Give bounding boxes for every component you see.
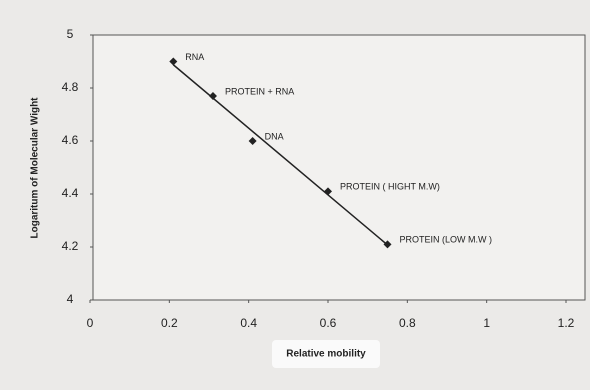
point-label: PROTEIN ( HIGHT M.W): [340, 182, 440, 192]
x-tick-label: 0.8: [399, 316, 416, 330]
point: [383, 240, 392, 249]
y-tick-label: 4.4: [62, 186, 79, 200]
y-tick-label: 4.6: [62, 133, 79, 147]
point-label: DNA: [265, 131, 284, 141]
y-tick-label: 5: [67, 27, 74, 41]
point: [324, 187, 332, 196]
y-tick-label: 4: [67, 292, 74, 306]
y-tick-label: 4.2: [62, 239, 79, 253]
point: [208, 91, 217, 100]
x-tick-label: 0.4: [240, 316, 257, 330]
label-box: [272, 340, 380, 368]
y-axis-title: Logaritum of Molecular Wight: [30, 97, 41, 239]
point-label: PROTEIN + RNA: [225, 86, 294, 96]
point: [169, 57, 178, 66]
y-tick-label: 4.8: [62, 80, 79, 94]
x-tick-label: 0.6: [320, 316, 337, 330]
point-label: PROTEIN (LOW M.W ): [400, 235, 493, 245]
point-label: RNA: [185, 52, 204, 62]
point: [248, 137, 257, 145]
x-tick-label: 0: [87, 316, 94, 330]
x-tick-label: 0.2: [161, 316, 178, 330]
x-tick-label: 1.2: [558, 316, 575, 330]
x-tick-label: 1: [483, 316, 490, 330]
x-axis-title: Relative mobility: [286, 349, 366, 360]
trend-line: [172, 64, 388, 246]
plot-frame: [92, 34, 586, 301]
